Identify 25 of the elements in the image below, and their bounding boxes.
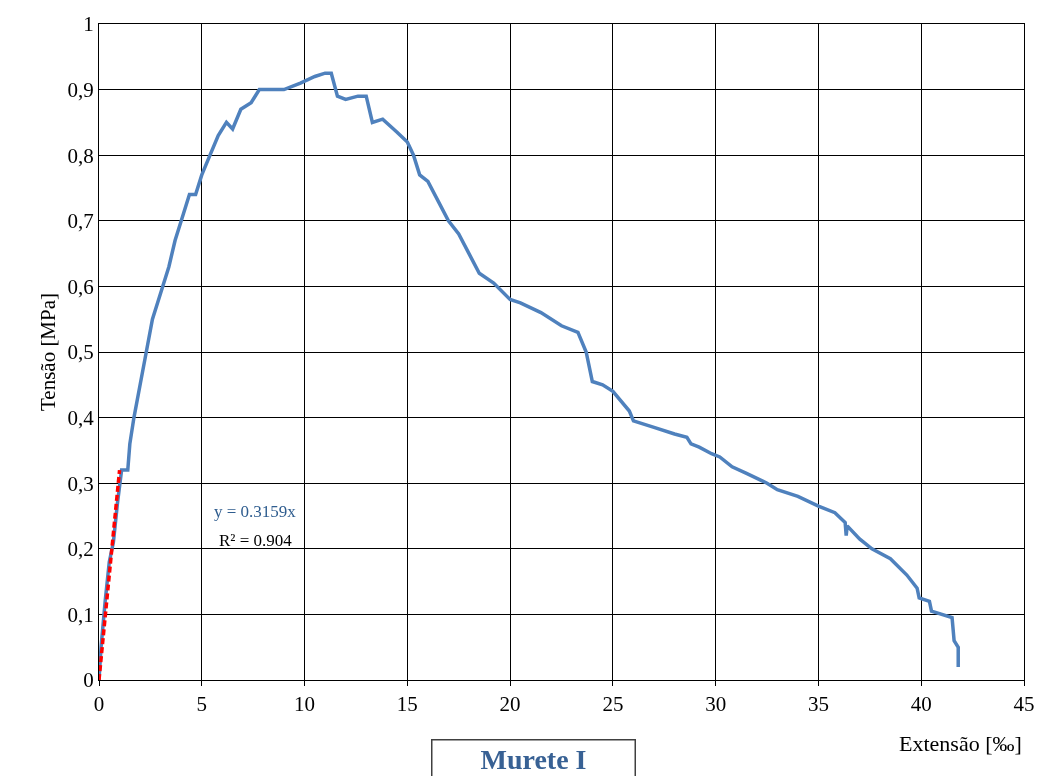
y-axis-title: Tensão [MPa]: [35, 292, 60, 412]
y-tick-label: 0,8: [67, 143, 94, 168]
y-tick-label: 1: [83, 12, 94, 37]
x-tick-label: 25: [602, 692, 624, 717]
x-tick-label: 10: [294, 692, 316, 717]
annotation: R² = 0.904: [219, 531, 293, 550]
x-tick-label: 45: [1013, 692, 1035, 717]
x-tick-label: 20: [499, 692, 521, 717]
y-tick-label: 0: [83, 668, 94, 693]
x-tick-label: 30: [705, 692, 727, 717]
x-tick-label: 15: [396, 692, 418, 717]
y-tick-label: 0,1: [67, 602, 94, 627]
x-tick-label: 40: [910, 692, 932, 717]
x-tick-label: 5: [196, 692, 208, 717]
y-tick-label: 0,6: [67, 274, 94, 299]
y-tick-label: 0,5: [67, 340, 94, 365]
y-tick-label: 0,3: [67, 471, 94, 496]
annotation: y = 0.3159x: [214, 502, 297, 521]
x-tick-label: 35: [807, 692, 829, 717]
text: Murete I: [480, 743, 587, 775]
y-tick-label: 0,4: [67, 405, 95, 430]
y-tick-label: 0,9: [67, 77, 94, 102]
y-tick-label: 0,7: [67, 209, 94, 234]
y-tick-label: 0,2: [67, 537, 94, 562]
x-axis-title: Extensão [‰]: [899, 731, 1022, 756]
